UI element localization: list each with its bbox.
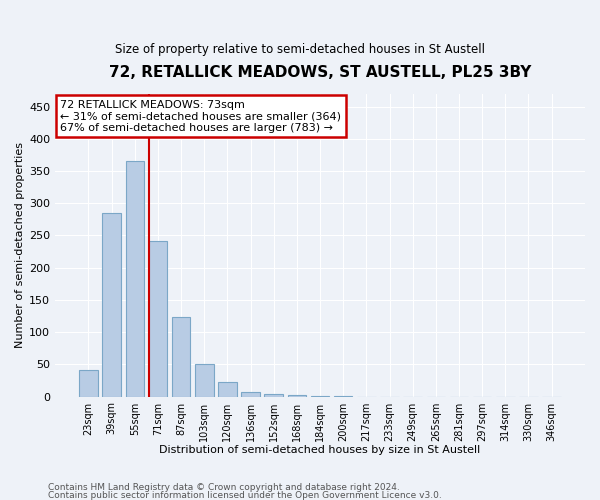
Bar	[79, 370, 98, 396]
Bar	[125, 162, 144, 396]
Bar	[195, 364, 214, 396]
Y-axis label: Number of semi-detached properties: Number of semi-detached properties	[15, 142, 25, 348]
Bar	[218, 382, 237, 396]
Bar	[172, 318, 190, 396]
Text: Size of property relative to semi-detached houses in St Austell: Size of property relative to semi-detach…	[115, 42, 485, 56]
Bar	[149, 240, 167, 396]
Bar	[103, 213, 121, 396]
Text: Contains public sector information licensed under the Open Government Licence v3: Contains public sector information licen…	[48, 491, 442, 500]
Bar	[241, 392, 260, 396]
Text: Contains HM Land Registry data © Crown copyright and database right 2024.: Contains HM Land Registry data © Crown c…	[48, 484, 400, 492]
Text: 72 RETALLICK MEADOWS: 73sqm
← 31% of semi-detached houses are smaller (364)
67% : 72 RETALLICK MEADOWS: 73sqm ← 31% of sem…	[61, 100, 341, 133]
X-axis label: Distribution of semi-detached houses by size in St Austell: Distribution of semi-detached houses by …	[160, 445, 481, 455]
Title: 72, RETALLICK MEADOWS, ST AUSTELL, PL25 3BY: 72, RETALLICK MEADOWS, ST AUSTELL, PL25 …	[109, 65, 531, 80]
Bar	[265, 394, 283, 396]
